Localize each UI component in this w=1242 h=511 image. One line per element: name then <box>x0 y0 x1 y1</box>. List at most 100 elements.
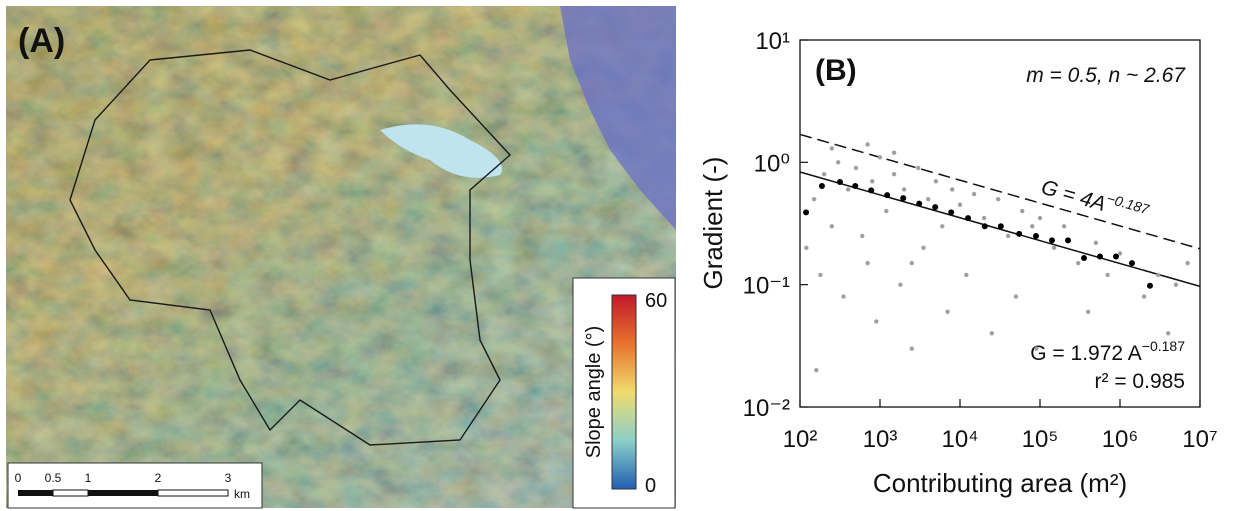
scale-label: 0 <box>15 471 22 485</box>
point <box>822 172 826 176</box>
point <box>948 209 954 215</box>
point <box>836 160 840 164</box>
annotation: m = 0.5, n ~ 2.67 <box>1026 64 1186 87</box>
point <box>1156 273 1160 277</box>
point <box>996 197 1000 201</box>
x-axis-title: Contributing area (m²) <box>873 468 1127 498</box>
scale-segment <box>88 490 158 496</box>
point <box>1142 294 1146 298</box>
colorbar-max: 60 <box>645 290 667 312</box>
y-tick-label: 10¹ <box>755 28 790 55</box>
point <box>958 203 962 207</box>
point <box>830 224 834 228</box>
point <box>1094 241 1098 245</box>
point <box>1129 260 1135 266</box>
point <box>1065 237 1071 243</box>
point <box>841 294 845 298</box>
figure: (A) 0 0.5 1 2 3 km 60 0 Slope angle (°) … <box>0 0 1242 511</box>
scale-unit: km <box>234 487 250 501</box>
point <box>854 166 858 170</box>
fit-label-exponent: −0.187 <box>1105 190 1152 218</box>
fit-line <box>800 172 1200 286</box>
point <box>1030 224 1034 228</box>
scale-segment <box>158 490 228 496</box>
point <box>814 368 818 372</box>
point <box>1014 294 1018 298</box>
point <box>998 223 1004 229</box>
point <box>910 346 914 350</box>
scale-label: 3 <box>225 471 232 485</box>
point <box>1034 346 1038 350</box>
point <box>1052 246 1056 250</box>
fit-label-exponent: −0.187 <box>1142 338 1185 354</box>
point <box>945 310 949 314</box>
point <box>803 209 809 215</box>
x-tick-label: 10⁵ <box>1022 426 1059 453</box>
point <box>830 146 834 150</box>
point <box>916 201 922 207</box>
point <box>982 223 988 229</box>
point <box>1006 234 1010 238</box>
point <box>934 179 938 183</box>
point <box>837 179 843 185</box>
point <box>892 150 896 154</box>
point <box>1081 255 1087 261</box>
point <box>868 187 874 193</box>
point <box>860 234 864 238</box>
point <box>940 224 944 228</box>
point <box>1016 231 1022 237</box>
point <box>852 183 858 189</box>
point <box>804 246 808 250</box>
point <box>1166 331 1170 335</box>
point <box>1097 253 1103 259</box>
point <box>846 187 850 191</box>
point <box>812 197 816 201</box>
point <box>910 261 914 265</box>
fit-line <box>800 134 1200 248</box>
scale-bar-box <box>8 463 262 508</box>
colorbar-min: 0 <box>645 475 656 497</box>
x-tick-label: 10² <box>783 426 818 453</box>
y-tick-label: 10⁻¹ <box>743 273 790 300</box>
point <box>964 273 968 277</box>
y-tick-label: 10⁻² <box>743 395 790 422</box>
r-squared: r² = 0.985 <box>1095 370 1185 393</box>
point <box>870 179 874 183</box>
point <box>865 142 869 146</box>
x-tick-label: 10³ <box>863 426 898 453</box>
point <box>900 195 906 201</box>
point <box>1113 253 1119 259</box>
point <box>819 183 825 189</box>
y-tick-label: 10⁰ <box>754 150 790 177</box>
point <box>916 166 920 170</box>
point <box>818 273 822 277</box>
point <box>874 319 878 323</box>
point <box>990 331 994 335</box>
point <box>902 187 906 191</box>
fit-label: G = 4A−0.187 <box>1039 172 1153 228</box>
point <box>1049 237 1055 243</box>
fit-label-text: G = 1.972 A <box>1030 342 1142 365</box>
panel-label: (B) <box>815 54 857 87</box>
point <box>1076 261 1080 265</box>
point <box>898 282 902 286</box>
point <box>1062 224 1066 228</box>
scale-segment <box>53 490 88 496</box>
point <box>1033 233 1039 239</box>
panel-label: (A) <box>18 22 65 60</box>
scale-label: 2 <box>155 471 162 485</box>
map-panel: (A) 0 0.5 1 2 3 km 60 0 Slope angle (°) <box>6 6 676 508</box>
point <box>1038 216 1042 220</box>
scale-label: 0.5 <box>45 471 62 485</box>
point <box>1020 209 1024 213</box>
x-tick-label: 10⁷ <box>1182 426 1217 453</box>
point <box>965 215 971 221</box>
point <box>865 261 869 265</box>
point <box>972 192 976 196</box>
legend-title: Slope angle (°) <box>583 326 605 459</box>
point <box>1185 261 1189 265</box>
point <box>926 197 930 201</box>
x-tick-label: 10⁴ <box>941 426 978 453</box>
point <box>884 192 890 198</box>
point <box>892 172 896 176</box>
